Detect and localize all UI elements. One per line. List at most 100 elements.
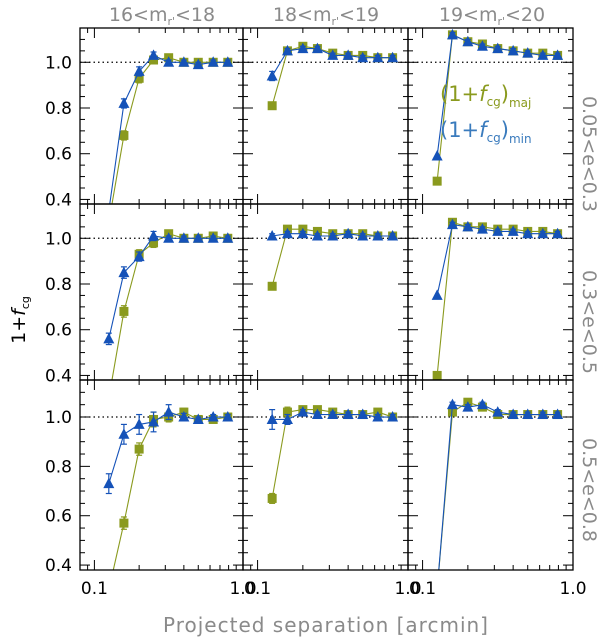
minor-point-r1c2-8 — [552, 227, 564, 239]
minor-point-r2c1-5 — [342, 408, 354, 420]
x-tick-label-r2c0-1: 1.0 — [229, 579, 256, 599]
panel-plot-area-r1c2 — [408, 217, 573, 380]
minor-point-r1c0-8 — [222, 232, 234, 243]
panel-r2c0: 0.4 0.6 0.8 1.0 0.1 1.0 — [45, 379, 257, 599]
minor-point-r2c1-1 — [281, 413, 293, 424]
panel-r2c2: 0.1 1.0 — [407, 379, 587, 599]
panel-r1c2 — [407, 203, 574, 381]
minor-point-r1c0-7 — [207, 232, 219, 243]
minor-point-r2c2-4 — [492, 406, 504, 417]
minor-point-r0c2-0 — [431, 150, 443, 161]
minor-point-r0c0-3 — [148, 49, 160, 60]
major-point-r0c0-0 — [104, 218, 113, 227]
minor-point-r2c1-7 — [372, 411, 384, 422]
minor-point-r1c2-4 — [492, 225, 504, 236]
minor-point-r2c2-6 — [522, 408, 534, 420]
minor-point-r0c2-7 — [537, 49, 549, 60]
major-point-r1c0-3 — [149, 238, 159, 248]
minor-point-r1c1-4 — [327, 230, 339, 241]
minor-point-r2c1-3 — [311, 408, 323, 420]
minor-point-r0c1-7 — [372, 51, 384, 63]
major-line-r1c2 — [436, 221, 558, 376]
minor-point-r1c2-1 — [446, 218, 458, 230]
minor-point-r1c1-3 — [311, 230, 323, 241]
major-point-r0c1-0 — [267, 101, 277, 111]
minor-point-r0c1-1 — [281, 44, 293, 56]
y-tick-label-r2c0-2: 0.8 — [45, 457, 72, 477]
minor-point-r0c0-8 — [222, 56, 234, 67]
minor-point-r0c0-6 — [192, 58, 204, 70]
major-point-r1c2-0 — [432, 370, 442, 380]
minor-point-r2c2-2 — [462, 401, 474, 412]
minor-point-r0c2-4 — [492, 42, 504, 54]
x-tick-label-r2c0-0: 0.1 — [81, 579, 108, 599]
major-point-r2c0-1 — [119, 518, 129, 528]
minor-point-r1c1-8 — [387, 230, 399, 241]
minor-point-r2c1-8 — [387, 411, 399, 422]
minor-point-r1c2-5 — [507, 225, 519, 236]
minor-point-r2c0-1 — [118, 428, 130, 439]
x-tick-label-r2c1-0: 0.1 — [244, 579, 271, 599]
major-point-r2c1-1 — [282, 407, 292, 417]
minor-point-r2c0-6 — [192, 413, 204, 424]
legend-minor: (1+fcg)min — [440, 118, 532, 146]
minor-point-r0c0-1 — [118, 97, 130, 108]
minor-point-r0c0-5 — [178, 56, 190, 67]
minor-line-r2c2 — [438, 404, 558, 570]
major-point-r0c0-3 — [149, 55, 159, 65]
minor-point-r0c2-5 — [507, 44, 519, 56]
minor-point-r0c1-0 — [266, 70, 278, 81]
minor-point-r2c2-1 — [446, 398, 458, 410]
panel-r0c2 — [407, 27, 574, 205]
minor-point-r1c0-3 — [148, 230, 160, 241]
major-point-r2c0-2 — [134, 444, 144, 454]
major-point-r1c0-0 — [104, 394, 113, 403]
minor-point-r1c0-5 — [178, 232, 190, 243]
minor-point-r0c1-8 — [387, 51, 399, 63]
minor-point-r2c0-7 — [207, 411, 219, 422]
minor-point-r0c1-6 — [357, 51, 369, 63]
minor-point-r1c1-6 — [357, 230, 369, 241]
minor-point-r1c0-4 — [163, 232, 175, 243]
minor-point-r1c0-2 — [133, 250, 145, 262]
panel-frame-r0c0 — [79, 27, 244, 205]
minor-point-r1c2-0 — [431, 289, 443, 300]
major-point-r0c0-2 — [134, 73, 144, 83]
minor-point-r1c0-1 — [118, 266, 130, 278]
panel-plot-area-r1c0 — [80, 229, 243, 403]
minor-point-r2c1-0 — [266, 413, 278, 424]
column-label-1: 16<mr'<18 — [109, 4, 215, 28]
panel-plot-area-r0c0 — [80, 49, 243, 227]
minor-point-r0c2-3 — [476, 40, 488, 51]
y-tick-label-r0c0-1: 0.6 — [45, 145, 72, 165]
x-tick-label-r2c2-1: 1.0 — [559, 579, 586, 599]
minor-line-r1c0 — [108, 235, 228, 339]
minor-point-r0c0-0 — [103, 205, 114, 216]
minor-point-r0c1-3 — [311, 42, 323, 54]
panel-plot-area-r2c0 — [80, 404, 243, 570]
major-point-r2c1-0 — [267, 493, 277, 503]
major-line-r2c2 — [438, 401, 558, 570]
minor-point-r1c1-0 — [266, 230, 278, 241]
minor-point-r2c1-4 — [327, 408, 339, 420]
minor-point-r1c2-3 — [476, 223, 488, 234]
minor-point-r0c2-6 — [522, 47, 534, 58]
major-point-r1c0-1 — [119, 306, 129, 316]
minor-point-r1c0-6 — [192, 232, 204, 243]
panel-frame-r0c1 — [242, 27, 409, 205]
minor-point-r1c1-2 — [297, 227, 309, 239]
panel-plot-area-r1c1 — [243, 224, 408, 291]
panel-plot-area-r2c1 — [243, 405, 408, 504]
minor-point-r1c2-7 — [537, 227, 549, 239]
minor-point-r2c0-2 — [133, 418, 145, 429]
panel-frame-r2c2 — [407, 379, 574, 571]
y-tick-label-r2c0-1: 0.6 — [45, 507, 72, 527]
minor-point-r2c0-0 — [103, 477, 115, 489]
y-tick-label-r0c0-2: 0.8 — [45, 99, 72, 119]
x-tick-label-r2c2-0: 0.1 — [409, 579, 436, 599]
column-label-2: 18<mr'<19 — [273, 4, 379, 28]
y-tick-label-r2c0-3: 1.0 — [45, 408, 72, 428]
panel-frame-r1c0 — [79, 203, 244, 381]
panels-layer: 0.40.60.81.00.40.60.81.00.40.60.81.00.1 1… — [45, 27, 587, 599]
